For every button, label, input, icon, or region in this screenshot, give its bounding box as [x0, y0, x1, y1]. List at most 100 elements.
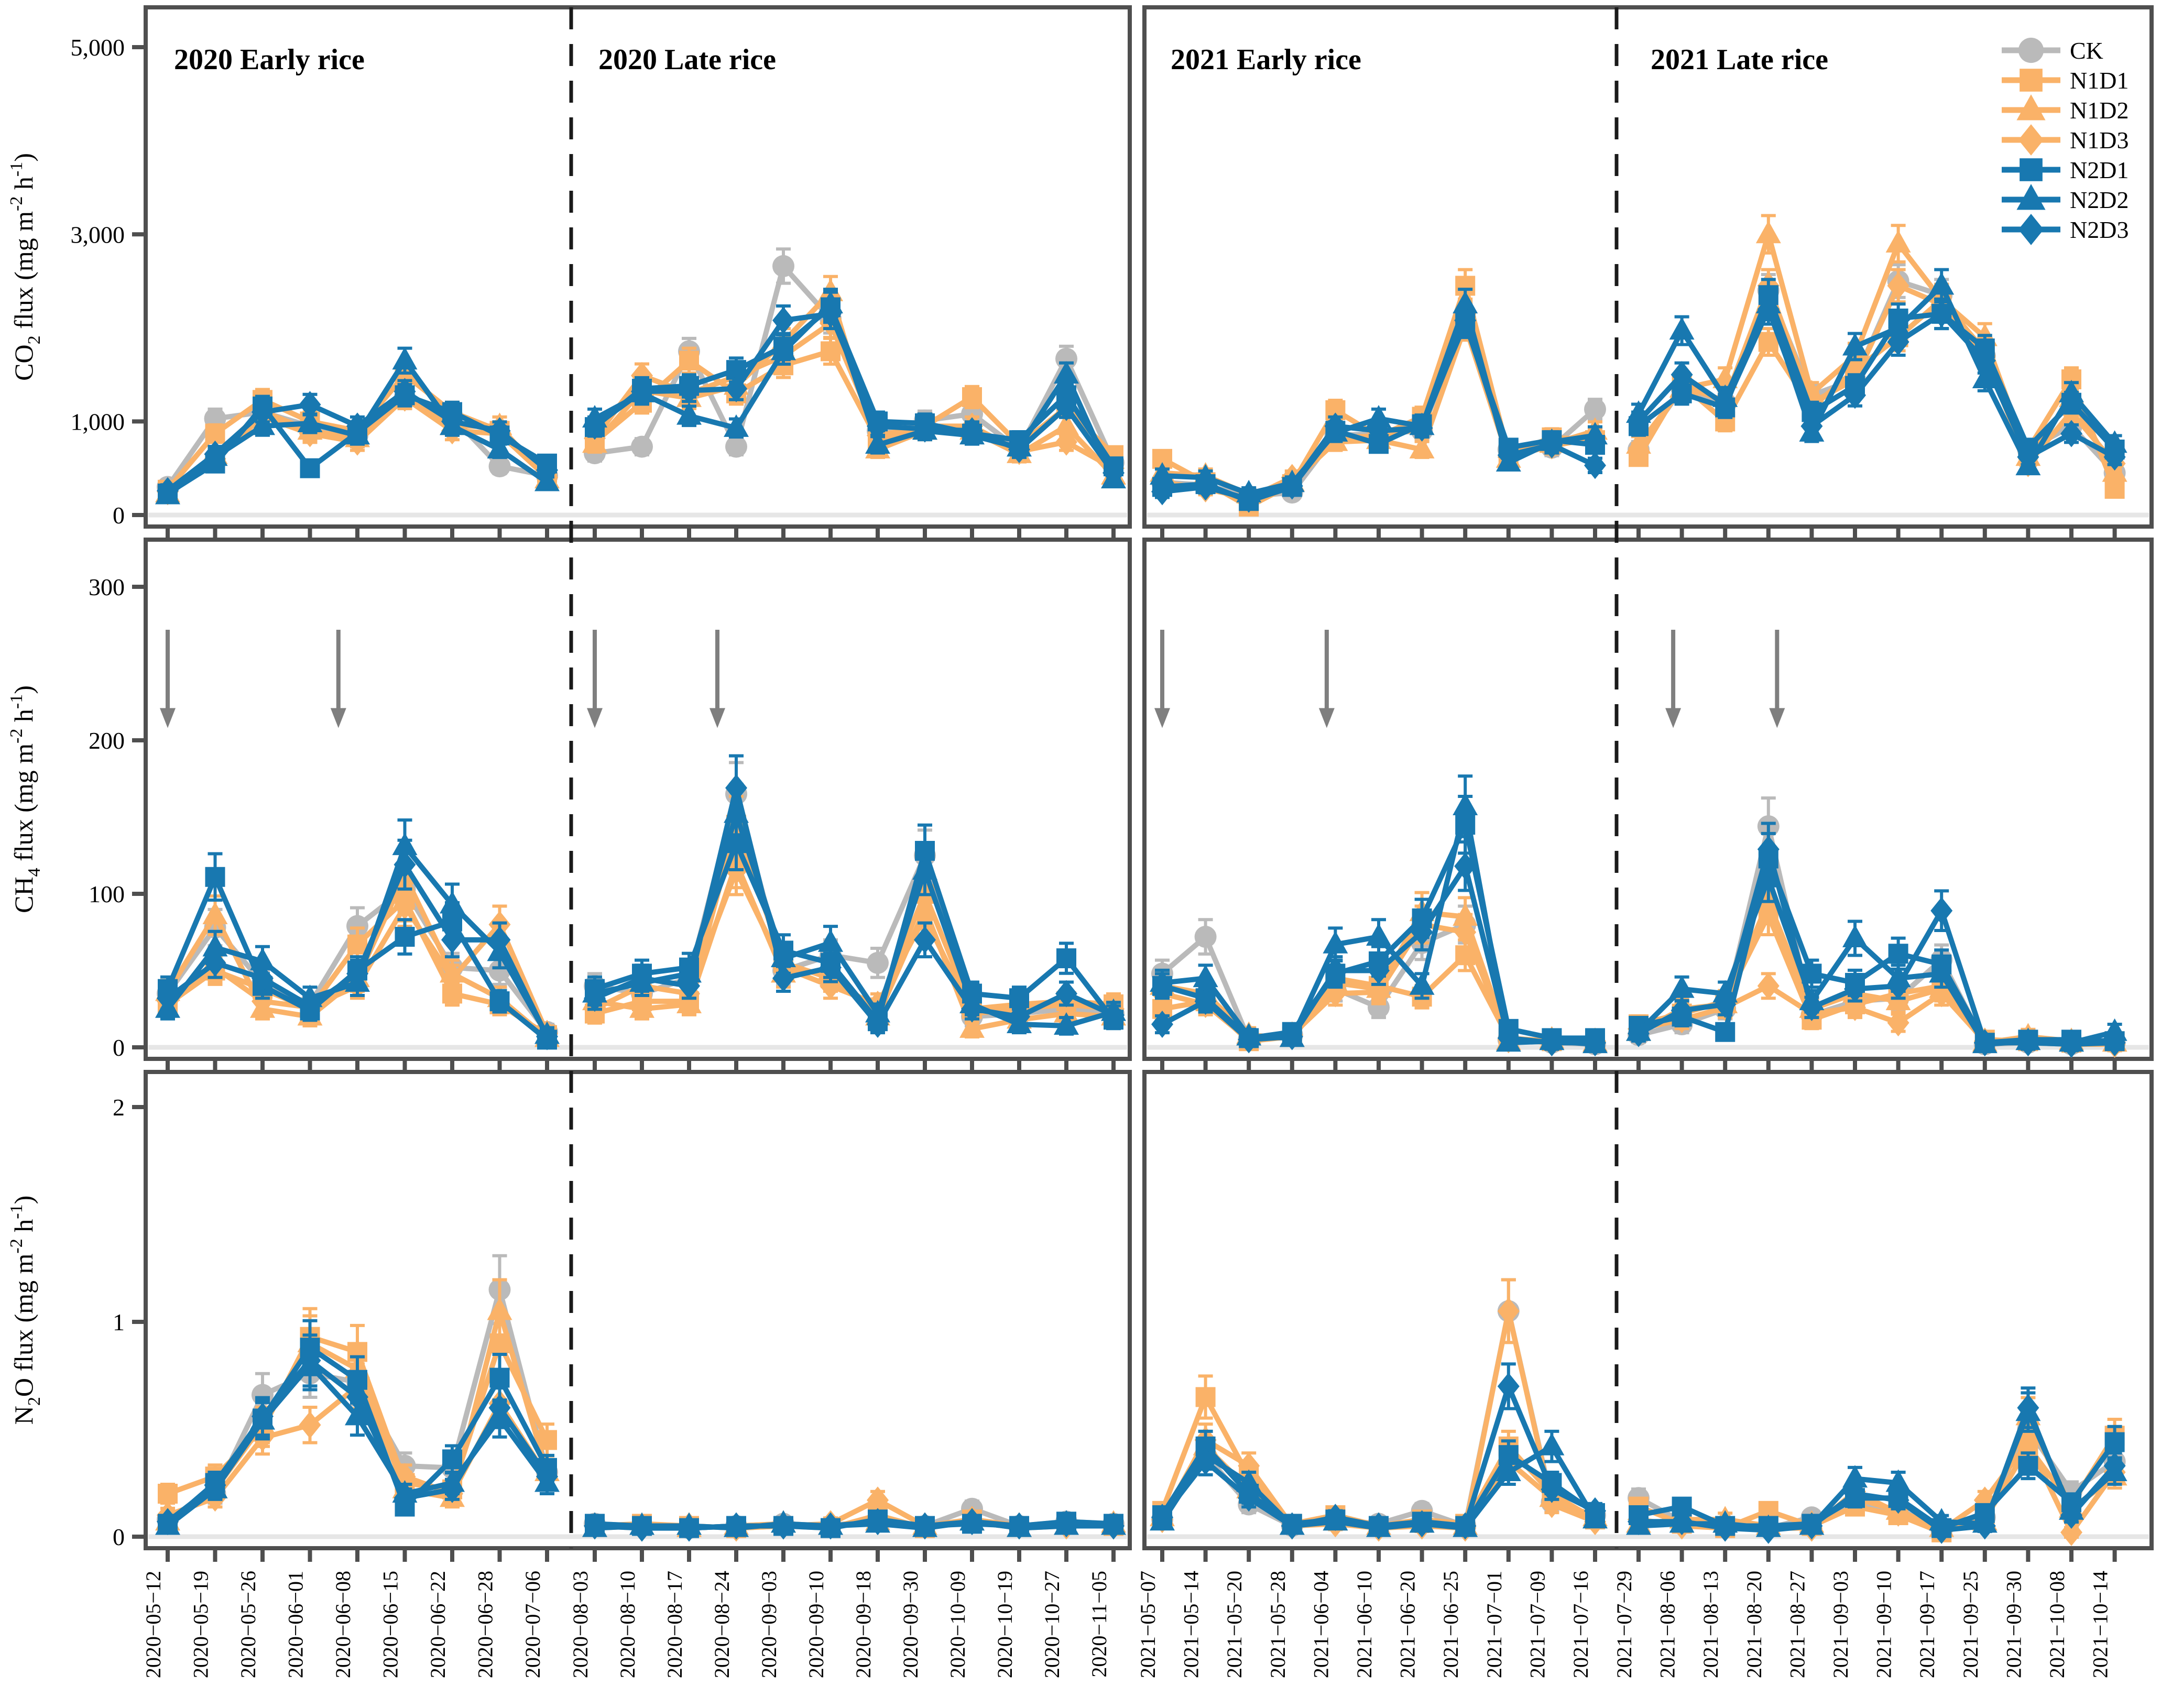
panel-border-box-1: [1142, 1070, 2154, 1550]
x-tick-label: 2020−06−08: [331, 1571, 355, 1678]
x-tick-label: 2021−06−25: [1439, 1571, 1463, 1678]
series-ch4-N2D3: [157, 754, 2126, 1058]
series-co2-N1D2: [155, 214, 2127, 503]
fertilization-arrow-icon: [587, 630, 603, 728]
x-tick-label: 2020−07−06: [521, 1571, 544, 1678]
x-tick-label: 2020−06−15: [379, 1571, 402, 1678]
x-tick-label: 2021−06−04: [1309, 1571, 1333, 1678]
y-tick-label: 300: [89, 574, 125, 600]
fertilization-arrow-icon: [1318, 630, 1335, 728]
panel-border-box-0: [144, 1070, 1132, 1550]
y-tick-label: 0: [113, 1034, 125, 1061]
x-tick-label: 2021−08−13: [1699, 1571, 1722, 1678]
section-title-2: 2021 Early rice: [1171, 43, 1361, 76]
legend-item-N2D3: N2D3: [2002, 214, 2129, 245]
x-tick-label: 2020−09−10: [804, 1571, 828, 1678]
legend-label: CK: [2070, 37, 2103, 64]
x-tick-label: 2021−10−08: [2045, 1571, 2069, 1678]
legend-item-N2D1: N2D1: [2002, 157, 2129, 183]
section-title-0: 2020 Early rice: [174, 43, 365, 76]
x-tick-label: 2021−05−20: [1223, 1571, 1246, 1678]
y-tick-label: 1,000: [71, 409, 125, 435]
fertilization-arrow-icon: [710, 630, 725, 728]
legend: CK N1D1 N1D2 N1D3 N2D1 N2D2 N2D3: [2002, 37, 2129, 245]
x-tick-label: 2020−08−03: [569, 1571, 592, 1678]
y-axis-label-ch4: CH4 flux (mg m-2 h-1): [7, 685, 44, 913]
fertilization-arrow-icon: [330, 630, 346, 728]
x-tick-label: 2021−07−09: [1525, 1571, 1549, 1678]
x-tick-label: 2021−08−06: [1656, 1571, 1679, 1678]
x-tick-label: 2020−09−18: [852, 1571, 875, 1678]
fertilization-arrow-icon: [1769, 630, 1785, 728]
x-tick-label: 2020−08−24: [710, 1571, 734, 1678]
x-tick-label: 2020−05−26: [236, 1571, 260, 1678]
legend-item-N1D2: N1D2: [2002, 94, 2129, 124]
x-tick-label: 2021−10−14: [2089, 1571, 2112, 1678]
x-tick-label: 2021−08−20: [1742, 1571, 1766, 1678]
y-tick-label: 0: [113, 1524, 125, 1550]
y-tick-label: 1: [113, 1309, 125, 1335]
panel-border-box-0: [144, 5, 1132, 529]
y-tick-label: 2: [113, 1094, 125, 1121]
x-tick-label: 2021−07−16: [1569, 1571, 1592, 1678]
x-tick-label: 2020−06−28: [474, 1571, 497, 1678]
x-tick-label: 2020−06−22: [426, 1571, 450, 1678]
y-tick-label: 3,000: [71, 221, 125, 248]
series-co2-N2D3: [157, 292, 2126, 513]
fertilization-arrow-icon: [1665, 630, 1682, 728]
x-tick-label: 2021−09−30: [2002, 1571, 2025, 1678]
x-tick-label: 2020−09−03: [757, 1571, 781, 1678]
x-tick-label: 2021−09−17: [1915, 1571, 1939, 1678]
legend-label: N2D3: [2070, 216, 2129, 243]
fertilization-arrow-icon: [1154, 630, 1170, 728]
x-tick-label: 2020−10−27: [1040, 1571, 1064, 1678]
x-tick-label: 2020−09−30: [899, 1571, 922, 1678]
fertilization-arrow-icon: [160, 630, 176, 728]
x-tick-label: 2020−08−17: [663, 1571, 686, 1678]
legend-label: N1D1: [2070, 67, 2129, 94]
legend-label: N2D2: [2070, 187, 2129, 213]
panel-border-box-1: [1142, 5, 2154, 529]
y-tick-label: 100: [89, 881, 125, 907]
legend-item-CK: CK: [2002, 37, 2103, 64]
section-title-3: 2021 Late rice: [1651, 43, 1828, 76]
x-tick-label: 2020−05−12: [141, 1571, 165, 1678]
y-tick-label: 0: [113, 502, 125, 529]
series-n2o-N2D3: [157, 1333, 2126, 1544]
x-tick-label: 2021−05−28: [1266, 1571, 1290, 1678]
x-tick-label: 2021−09−25: [1959, 1571, 1982, 1678]
x-tick-label: 2020−10−19: [993, 1571, 1017, 1678]
y-tick-label: 5,000: [71, 34, 125, 61]
x-tick-label: 2021−07−29: [1612, 1571, 1636, 1678]
x-tick-label: 2021−06−10: [1352, 1571, 1376, 1678]
y-axis-label-n2o: N2O flux (mg m-2 h-1): [7, 1196, 44, 1425]
legend-item-N1D1: N1D1: [2002, 67, 2129, 94]
x-tick-label: 2021−05−07: [1136, 1571, 1160, 1678]
x-tick-label: 2021−08−27: [1785, 1571, 1809, 1678]
x-tick-label: 2021−05−14: [1180, 1571, 1203, 1678]
x-tick-label: 2021−09−10: [1872, 1571, 1896, 1678]
panel-border-box-0: [144, 538, 1132, 1061]
x-tick-label: 2020−05−19: [189, 1571, 213, 1678]
legend-item-N2D2: N2D2: [2002, 184, 2129, 213]
panel-border-box-1: [1142, 538, 2154, 1061]
x-tick-label: 2021−09−03: [1829, 1571, 1852, 1678]
x-tick-label: 2020−08−10: [616, 1571, 639, 1678]
x-tick-label: 2020−10−09: [946, 1571, 969, 1678]
y-axis-label-co2: CO2 flux (mg m-2 h-1): [7, 153, 44, 381]
panel-n2o: 0 1 2 N2O flux (mg m-2 h-1): [7, 1070, 2154, 1562]
legend-label: N2D1: [2070, 157, 2129, 183]
legend-label: N1D2: [2070, 97, 2129, 124]
legend-label: N1D3: [2070, 127, 2129, 154]
panel-co2: 0 1,000 3,000 5,000 CO2 flux (mg m-2 h-1): [7, 5, 2154, 540]
x-tick-label: 2020−06−01: [284, 1571, 308, 1678]
panel-ch4: 0 100 200 300 CH4 flux (mg m-2 h-1): [7, 538, 2154, 1072]
x-tick-label: 2021−06−20: [1396, 1571, 1420, 1678]
y-tick-label: 200: [89, 727, 125, 754]
section-title-1: 2020 Late rice: [598, 43, 776, 76]
x-tick-label: 2021−07−01: [1482, 1571, 1506, 1678]
x-tick-label: 2020−11−05: [1087, 1571, 1111, 1678]
legend-item-N1D3: N1D3: [2002, 124, 2129, 156]
